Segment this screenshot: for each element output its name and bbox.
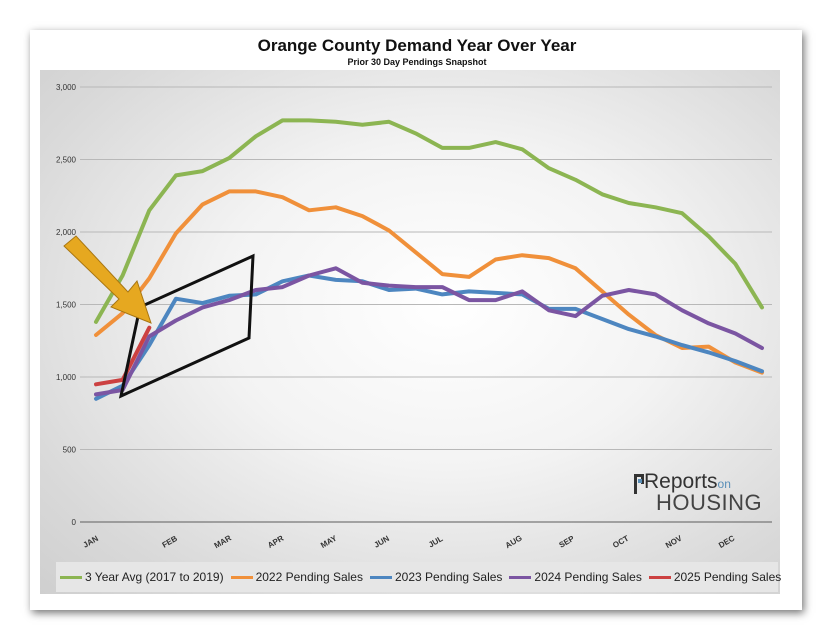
series-line-4: [94, 325, 152, 387]
x-tick-label: MAY: [319, 533, 339, 550]
series-line-0: [94, 118, 764, 324]
legend-item: 2023 Pending Sales: [369, 570, 503, 584]
legend-item: 2022 Pending Sales: [230, 570, 363, 584]
legend-item: 2025 Pending Sales: [648, 570, 782, 584]
y-tick-label: 2,000: [56, 228, 77, 237]
logo-mark-icon: [634, 474, 644, 494]
legend-label: 2024 Pending Sales: [534, 570, 642, 584]
x-tick-label: OCT: [611, 534, 630, 550]
legend-swatch: [648, 575, 671, 579]
series-layer: [94, 118, 764, 401]
chart-subtitle: Prior 30 Day Pendings Snapshot: [347, 57, 487, 67]
chart-title: Orange County Demand Year Over Year: [257, 36, 577, 55]
y-axis-ticks: 0 500 1,000 1,500 2,000 2,500 3,000: [56, 83, 77, 527]
series-line-2: [94, 273, 764, 401]
x-tick-label: DEC: [717, 534, 736, 550]
y-tick-label: 2,500: [56, 156, 77, 165]
y-tick-label: 1,000: [56, 373, 77, 382]
legend-swatch: [369, 575, 392, 579]
highlight-arrow: [63, 235, 152, 324]
y-tick-label: 3,000: [56, 83, 77, 92]
series-line-1: [94, 189, 764, 375]
legend-label: 3 Year Avg (2017 to 2019): [85, 570, 224, 584]
legend-item: 3 Year Avg (2017 to 2019): [60, 570, 224, 584]
x-tick-label: APR: [266, 534, 285, 550]
x-tick-label: NOV: [664, 533, 684, 550]
highlight-parallelogram: [118, 253, 255, 399]
x-tick-label: JUL: [427, 534, 445, 549]
x-axis-ticks: JAN FEB MAR APR MAY JUN JUL AUG SEP OCT NOV DEC: [82, 533, 737, 550]
x-tick-label: JAN: [82, 534, 101, 550]
chart-legend: 3 Year Avg (2017 to 2019) 2022 Pending Sa…: [56, 562, 782, 592]
plot-area: [40, 70, 780, 594]
x-tick-label: SEP: [558, 534, 577, 550]
y-tick-label: 1,500: [56, 301, 77, 310]
logo-text-reports: Reportson: [644, 470, 731, 493]
grid-layer: [80, 86, 772, 523]
legend-label: 2025 Pending Sales: [673, 570, 782, 584]
y-tick-label: 500: [63, 446, 77, 455]
annotation-layer: [63, 235, 255, 399]
y-tick-label: 0: [72, 518, 77, 527]
legend-label: 2022 Pending Sales: [255, 570, 363, 584]
x-tick-label: MAR: [213, 533, 233, 550]
legend-swatch: [60, 575, 82, 579]
reports-on-housing-logo: Reportson HOUSING: [632, 470, 772, 520]
legend-label: 2023 Pending Sales: [394, 570, 503, 584]
legend-swatch: [230, 575, 253, 579]
x-tick-label: FEB: [161, 534, 180, 550]
legend-swatch: [509, 575, 532, 579]
logo-text-housing: HOUSING: [656, 490, 763, 515]
series-line-3: [94, 266, 764, 397]
x-tick-label: AUG: [504, 533, 524, 550]
x-tick-label: JUN: [373, 534, 392, 550]
legend-item: 2024 Pending Sales: [509, 570, 642, 584]
